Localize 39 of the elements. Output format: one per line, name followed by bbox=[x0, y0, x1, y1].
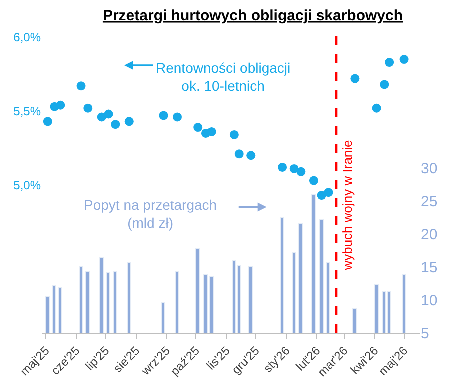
point bbox=[97, 112, 106, 122]
point bbox=[246, 151, 256, 160]
y-tick-label: 6,0% bbox=[14, 30, 42, 45]
point bbox=[159, 111, 168, 120]
point bbox=[296, 167, 306, 176]
point bbox=[230, 130, 239, 140]
y2-tick-label: 25 bbox=[421, 194, 438, 211]
point bbox=[380, 80, 390, 90]
legend-label: Rentowności obligacji ok. 10-letnich bbox=[156, 60, 291, 94]
y2-tick-label: 10 bbox=[421, 292, 438, 310]
series-label: Popyt na przetargach (mld zł) bbox=[84, 197, 218, 232]
point bbox=[124, 117, 134, 126]
point bbox=[385, 58, 394, 68]
point bbox=[324, 188, 334, 198]
point bbox=[111, 120, 120, 130]
chart-title: Przetargi hurtowych obligacji skarbowych bbox=[102, 7, 404, 24]
y2-tick-label: 20 bbox=[421, 226, 438, 244]
y2-tick-label: 30 bbox=[421, 160, 438, 178]
point bbox=[207, 127, 216, 136]
point bbox=[84, 104, 93, 113]
point bbox=[372, 104, 382, 113]
point bbox=[76, 82, 86, 91]
y2-tick-label: 15 bbox=[421, 259, 438, 276]
point bbox=[350, 74, 360, 84]
point bbox=[309, 176, 318, 186]
y-tick-label: 5,0% bbox=[14, 178, 42, 192]
point bbox=[290, 164, 299, 174]
y-tick-label: 5,5% bbox=[14, 104, 42, 118]
point bbox=[278, 162, 288, 172]
point bbox=[234, 150, 244, 159]
point bbox=[104, 110, 114, 119]
point bbox=[43, 117, 52, 126]
point bbox=[194, 123, 203, 132]
point bbox=[317, 191, 326, 200]
point bbox=[56, 100, 66, 110]
y2-tick-label: 5 bbox=[421, 325, 430, 342]
point bbox=[172, 112, 182, 122]
point bbox=[400, 55, 409, 64]
ref-line-label: wybuch wojny w Iranie bbox=[340, 140, 355, 272]
